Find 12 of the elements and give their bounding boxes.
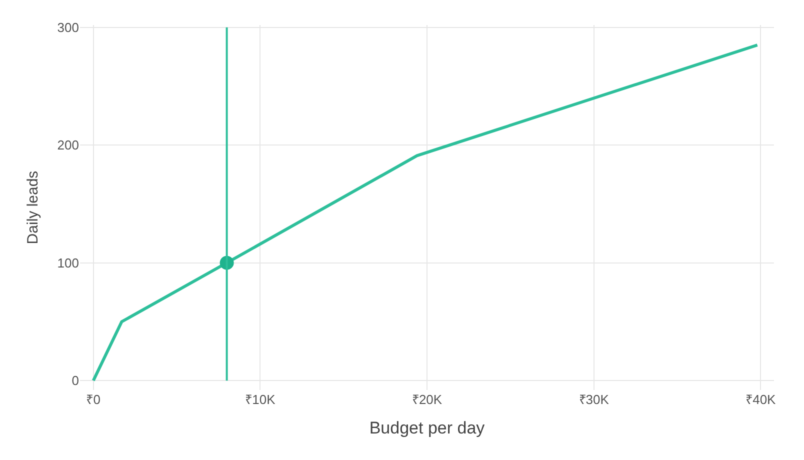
y-tick-label: 0 bbox=[72, 373, 79, 388]
x-axis-title: Budget per day bbox=[369, 418, 486, 438]
x-tick-label: ₹10K bbox=[245, 392, 276, 407]
x-tick-label: ₹40K bbox=[746, 392, 776, 407]
y-axis-title: Daily leads bbox=[24, 170, 42, 244]
x-tick-label: ₹20K bbox=[412, 392, 442, 407]
y-tick-label: 300 bbox=[57, 20, 79, 35]
x-tick-label: ₹0 bbox=[86, 392, 100, 407]
y-tick-label: 100 bbox=[57, 255, 79, 270]
line-series bbox=[92, 44, 759, 382]
y-tick-label: 200 bbox=[57, 138, 79, 153]
x-tick-label: ₹30K bbox=[578, 392, 610, 407]
